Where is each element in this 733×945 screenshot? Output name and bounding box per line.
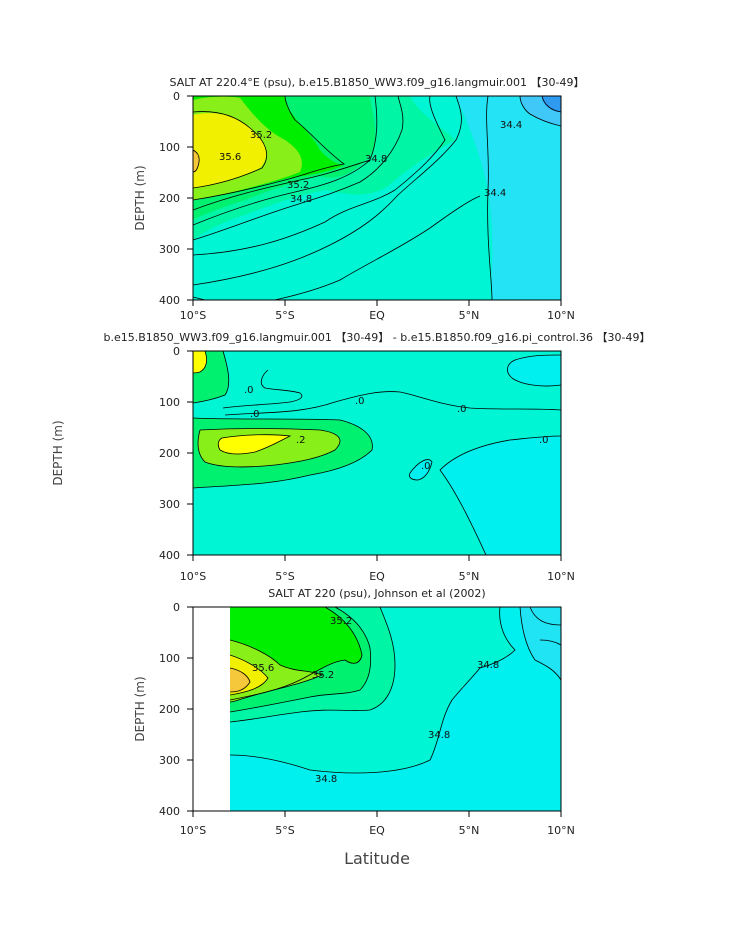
p3-clabel-1: 35.6 bbox=[252, 663, 274, 674]
p3-clabel-5: 34.8 bbox=[315, 774, 337, 785]
p1-xtick-1: 5°S bbox=[275, 309, 294, 322]
p1-ytick-1: 100 bbox=[159, 141, 180, 154]
p3-xtick-2: EQ bbox=[369, 824, 385, 837]
p1-clabel-4: 34.8 bbox=[365, 154, 387, 165]
panel-3-axes: 10°S 5°S EQ 5°N 10°N 0 100 200 300 400 D… bbox=[133, 601, 575, 868]
p2-band-neg bbox=[440, 436, 561, 555]
p2-clabel-1: .0 bbox=[250, 409, 260, 420]
p1-band-35-6 bbox=[193, 113, 267, 188]
p3-clabel-3: 34.8 bbox=[477, 660, 499, 671]
p1-ylabel: DEPTH (m) bbox=[133, 165, 147, 230]
p2-clabel-3: .0 bbox=[457, 404, 467, 415]
p3-contour-labels: 35.2 35.6 35.2 34.8 34.8 34.8 bbox=[252, 616, 499, 785]
p2-ytick-1: 100 bbox=[159, 396, 180, 409]
p3-ytick-0: 0 bbox=[173, 601, 180, 614]
p1-ytick-4: 400 bbox=[159, 294, 180, 307]
p3-ylabel: DEPTH (m) bbox=[133, 676, 147, 741]
p2-ytick-3: 300 bbox=[159, 498, 180, 511]
p1-clabel-1: 35.6 bbox=[219, 152, 241, 163]
p3-band-34-2 bbox=[520, 607, 561, 680]
p1-contour-labels: 35.2 35.6 34.8 35.2 34.8 34.4 34.4 bbox=[219, 120, 522, 205]
p2-xtick-2: EQ bbox=[369, 570, 385, 583]
p1-clabel-5: 34.4 bbox=[500, 120, 522, 131]
p2-xtick-1: 5°S bbox=[275, 570, 294, 583]
p3-clabel-2: 35.2 bbox=[312, 670, 334, 681]
p2-band-neg-ne bbox=[507, 355, 561, 387]
panel-2: b.e15.B1850_WW3.f09_g16.langmuir.001 【30… bbox=[51, 331, 651, 583]
panel-2-axes: 10°S 5°S EQ 5°N 10°N 0 100 200 300 400 D… bbox=[51, 345, 575, 583]
panel-1-field: 35.2 35.6 34.8 35.2 34.8 34.4 34.4 bbox=[193, 96, 561, 300]
panel-3: SALT AT 220 (psu), Johnson et al (2002) bbox=[133, 587, 575, 868]
p3-clabel-4: 34.8 bbox=[428, 730, 450, 741]
p1-clabel-0: 35.2 bbox=[250, 130, 272, 141]
panel-1-axes: 10°S 5°S EQ 5°N 10°N 0 100 200 300 400 D… bbox=[133, 90, 575, 322]
p3-clabel-0: 35.2 bbox=[330, 616, 352, 627]
p3-ytick-4: 400 bbox=[159, 805, 180, 818]
p2-band-pos3 bbox=[218, 434, 290, 455]
p1-xtick-0: 10°S bbox=[180, 309, 206, 322]
p3-xtick-0: 10°S bbox=[180, 824, 206, 837]
p1-clabel-2: 34.8 bbox=[290, 194, 312, 205]
panel-1: SALT AT 220.4°E (psu), b.e15.B1850_WW3.f… bbox=[133, 76, 584, 322]
p1-clabel-6: 34.4 bbox=[484, 188, 506, 199]
p2-clabel-0: .0 bbox=[244, 385, 254, 396]
x-axis-label: Latitude bbox=[344, 849, 410, 868]
p1-ytick-3: 300 bbox=[159, 243, 180, 256]
p2-clabel-2: .0 bbox=[355, 396, 365, 407]
p2-xtick-4: 10°N bbox=[547, 570, 575, 583]
p2-ytick-0: 0 bbox=[173, 345, 180, 358]
p3-ytick-2: 200 bbox=[159, 703, 180, 716]
panel-3-field bbox=[230, 607, 561, 811]
p2-contour-labels: .0 .0 .0 .0 .0 .2 .0 bbox=[244, 385, 549, 472]
p2-ytick-2: 200 bbox=[159, 447, 180, 460]
p3-contour-lines bbox=[230, 607, 561, 774]
p3-band-35-8 bbox=[230, 668, 250, 692]
p2-contour-lines bbox=[193, 351, 561, 555]
p1-contour-lines bbox=[193, 96, 561, 300]
p2-xtick-3: 5°N bbox=[459, 570, 480, 583]
p1-xtick-2: EQ bbox=[369, 309, 385, 322]
panel-1-title: SALT AT 220.4°E (psu), b.e15.B1850_WW3.f… bbox=[170, 76, 585, 89]
p2-clabel-4: .0 bbox=[539, 435, 549, 446]
p2-ytick-4: 400 bbox=[159, 549, 180, 562]
p1-ytick-0: 0 bbox=[173, 90, 180, 103]
p1-xtick-4: 10°N bbox=[547, 309, 575, 322]
p1-ytick-2: 200 bbox=[159, 192, 180, 205]
p2-band-pos3-top bbox=[193, 351, 207, 373]
panel-2-field bbox=[193, 351, 561, 555]
p2-band-neg-blob bbox=[409, 459, 432, 480]
p1-band-low bbox=[542, 96, 561, 112]
panel-3-title: SALT AT 220 (psu), Johnson et al (2002) bbox=[268, 587, 485, 600]
p3-xtick-4: 10°N bbox=[547, 824, 575, 837]
panel-2-title: b.e15.B1850_WW3.f09_g16.langmuir.001 【30… bbox=[103, 331, 650, 344]
p1-clabel-3: 35.2 bbox=[287, 180, 309, 191]
p2-xtick-0: 10°S bbox=[180, 570, 206, 583]
p2-clabel-6: .0 bbox=[421, 461, 431, 472]
p2-ylabel: DEPTH (m) bbox=[51, 420, 65, 485]
p3-xtick-1: 5°S bbox=[275, 824, 294, 837]
p2-clabel-5: .2 bbox=[296, 435, 306, 446]
p3-xtick-3: 5°N bbox=[459, 824, 480, 837]
p3-ytick-3: 300 bbox=[159, 754, 180, 767]
p3-ytick-1: 100 bbox=[159, 652, 180, 665]
p1-xtick-3: 5°N bbox=[459, 309, 480, 322]
p1-band-34-2 bbox=[456, 96, 561, 300]
